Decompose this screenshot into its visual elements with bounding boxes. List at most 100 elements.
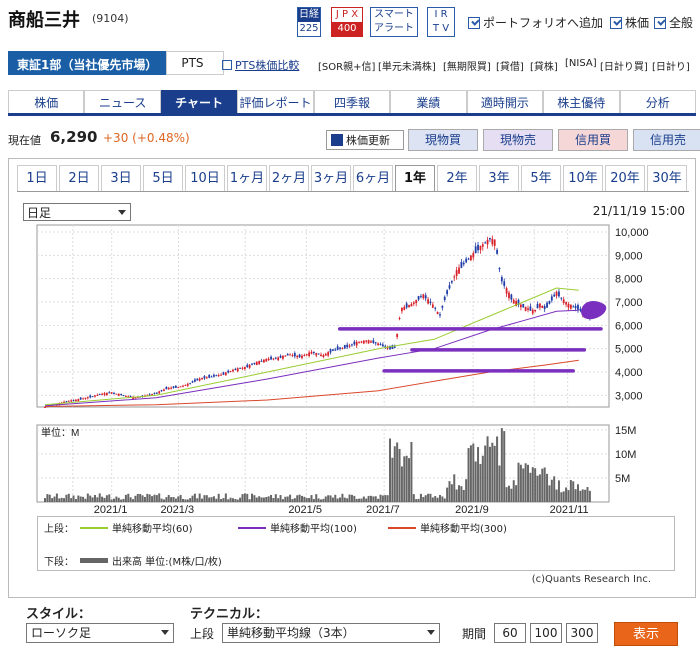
add-portfolio-link[interactable]: ポートフォリオへ追加 [468, 14, 603, 31]
volume-bar [67, 493, 70, 502]
volume-bar [281, 499, 284, 502]
volume-bar [381, 495, 384, 502]
market-pts-tab[interactable]: PTS [166, 51, 225, 75]
nav-tab[interactable]: 株価 [8, 90, 85, 113]
nav-tab[interactable]: 株主優待 [543, 90, 620, 113]
nav-tab[interactable]: ニュース [84, 90, 161, 113]
period-tab[interactable]: 2ヶ月 [269, 165, 309, 191]
period-tab[interactable]: 3年 [479, 165, 519, 191]
period-tab[interactable]: 6ヶ月 [353, 165, 393, 191]
pts-compare-link[interactable]: PTS株価比較 [222, 57, 299, 73]
volume-bar [63, 498, 66, 502]
volume-bar [336, 498, 339, 502]
candle-body [348, 345, 351, 347]
candle-body [458, 267, 460, 274]
candle-body [370, 341, 372, 343]
nav-tab[interactable]: 分析 [619, 90, 696, 113]
company-name: 商船三井 [8, 10, 80, 31]
period-divider [17, 191, 689, 192]
volume-bar [72, 495, 75, 502]
candle-body [163, 389, 165, 391]
jpx400-badge[interactable]: J P X 400 [331, 7, 363, 37]
period-tab[interactable]: 3日 [101, 165, 141, 191]
candle-body [493, 239, 496, 246]
price-chart[interactable]: 3,000 4,000 5,000 6,000 7,000 8,000 9,000 10,00… [9, 159, 695, 514]
candle-body [253, 362, 256, 364]
chevron-down-icon [161, 630, 169, 635]
period-tab[interactable]: 30年 [647, 165, 687, 191]
technical-label: テクニカル： [190, 607, 269, 622]
volume-bar [215, 498, 218, 502]
technical-select[interactable]: 単純移動平均線（3本） [222, 623, 440, 643]
candle-body [574, 306, 577, 309]
volume-bar [320, 499, 323, 502]
legend-upper-label: 上段： [44, 524, 74, 535]
nav-tab[interactable]: 適時開示 [466, 90, 544, 113]
volume-bar [272, 497, 275, 502]
show-button[interactable]: 表示 [614, 622, 678, 646]
volume-bar [105, 495, 108, 502]
period-tab[interactable]: 10年 [563, 165, 603, 191]
refresh-price-button[interactable]: 株価更新 [326, 130, 404, 150]
nav-tab[interactable]: チャート [160, 90, 238, 113]
volume-bar [172, 496, 175, 502]
volume-bar [427, 493, 430, 502]
period-input-3[interactable]: 300 [566, 623, 598, 643]
period-tab[interactable]: 10日 [185, 165, 225, 191]
price-tick-label: 10,000 [615, 227, 649, 239]
period-input-2[interactable]: 100 [530, 623, 562, 643]
volume-bar [246, 493, 249, 502]
period-tab[interactable]: 20年 [605, 165, 645, 191]
style-select[interactable]: ローソク足 [26, 623, 174, 643]
period-tab[interactable]: 5年 [521, 165, 561, 191]
candle-body [448, 285, 451, 289]
period-tab[interactable]: 3ヶ月 [311, 165, 351, 191]
nikkei225-badge[interactable]: 日経 225 [297, 7, 321, 37]
nav-tab[interactable]: 評価レポート [237, 90, 314, 113]
candle-body [534, 309, 537, 312]
smart-alert-button[interactable]: スマート アラート [370, 7, 418, 37]
period-tab[interactable]: 2年 [437, 165, 477, 191]
volume-bar [391, 457, 394, 502]
market-tse1-tab[interactable]: 東証1部（当社優先市場） [8, 51, 167, 75]
ma100-label: 単純移動平均(100) [270, 524, 357, 535]
general-link[interactable]: 全般 [654, 14, 693, 31]
period-tab[interactable]: 2日 [59, 165, 99, 191]
candle-body [286, 353, 289, 356]
period-tab[interactable]: 1ヶ月 [227, 165, 267, 191]
irtv-button[interactable]: I R T V [427, 7, 455, 37]
candle-body [110, 392, 113, 394]
period-tab[interactable]: 1年 [395, 165, 435, 191]
nav-tab[interactable]: 四季報 [313, 90, 391, 113]
volume-bar [519, 464, 522, 502]
period-tab[interactable]: 5日 [143, 165, 183, 191]
volume-bar [82, 496, 85, 502]
candle-body [441, 305, 444, 308]
candle-body [70, 400, 73, 402]
candle-body [322, 355, 325, 357]
margin-buy-button[interactable]: 信用買 [558, 129, 628, 151]
nav-tab[interactable]: 業績 [390, 90, 467, 113]
volume-bar [346, 498, 349, 502]
candle-body [362, 340, 365, 344]
volume-bar [267, 496, 270, 502]
period-tab[interactable]: 1日 [17, 165, 57, 191]
legend-volume: 出来高 単位:(M株/口/枚) [80, 553, 222, 568]
volume-bar [51, 498, 54, 502]
volume-bar [312, 499, 315, 502]
period-input-1[interactable]: 60 [494, 623, 526, 643]
candle-body [303, 355, 306, 357]
candle-body [108, 392, 111, 394]
interval-select[interactable]: 日足 [23, 203, 131, 221]
candle-body [484, 242, 487, 244]
candle-body [443, 296, 446, 301]
tag-indefinite: [無期限買] [443, 62, 491, 73]
volume-bar [310, 495, 313, 502]
volume-bar [372, 496, 375, 502]
stock-price-link[interactable]: 株価 [610, 14, 649, 31]
cash-sell-button[interactable]: 現物売 [483, 129, 553, 151]
candle-body [324, 353, 327, 356]
cash-buy-button[interactable]: 現物買 [408, 129, 478, 151]
candle-body [217, 375, 220, 377]
margin-sell-button[interactable]: 信用売 [633, 129, 700, 151]
